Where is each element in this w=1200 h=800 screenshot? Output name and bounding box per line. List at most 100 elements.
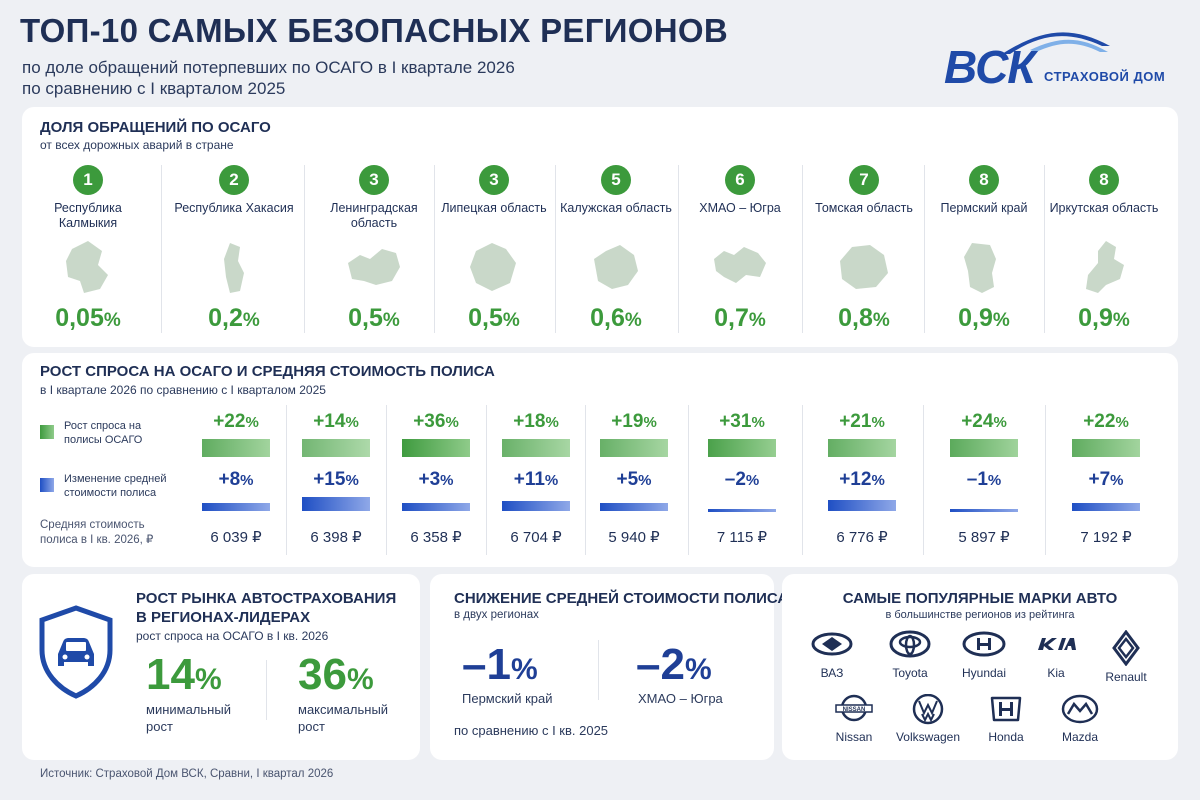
page-title: ТОП-10 САМЫХ БЕЗОПАСНЫХ РЕГИОНОВ bbox=[20, 12, 728, 49]
decrease-card bbox=[430, 574, 774, 760]
rank-badge: 3 bbox=[359, 165, 389, 195]
legend-demand-swatch bbox=[40, 425, 54, 439]
price-change-value: +3% bbox=[418, 469, 454, 490]
brand-logo-icon bbox=[990, 696, 1022, 722]
growth-divider bbox=[585, 405, 586, 555]
region-map-icon bbox=[964, 243, 996, 293]
rank-badge: 2 bbox=[219, 165, 249, 195]
demand-growth-value: +18% bbox=[513, 411, 559, 432]
region-item: 7 Томская область 0,8% bbox=[804, 165, 924, 335]
region-item: 8 Иркутская область 0,9% bbox=[1044, 165, 1164, 335]
region-share-value: 0,9% bbox=[1078, 304, 1130, 332]
price-change-value: +12% bbox=[839, 469, 885, 490]
brand-item: Renault bbox=[1088, 630, 1164, 684]
region-item: 3 Липецкая область 0,5% bbox=[434, 165, 554, 335]
region-map-icon bbox=[348, 249, 400, 285]
growth-card bbox=[22, 353, 1178, 567]
decrease-divider bbox=[598, 640, 599, 700]
growth-divider bbox=[923, 405, 924, 555]
region-map-icon bbox=[714, 247, 766, 283]
region-share-value: 0,9% bbox=[958, 304, 1010, 332]
avg-price-value: 5 897 ₽ bbox=[958, 529, 1010, 546]
growth-column: +36% +3% 6 358 ₽ bbox=[388, 405, 484, 555]
growth-column: +14% +15% 6 398 ₽ bbox=[288, 405, 384, 555]
brand-logo-icon bbox=[962, 631, 1006, 657]
growth-column: +18% +11% 6 704 ₽ bbox=[488, 405, 584, 555]
market-min-value: 14% bbox=[146, 650, 222, 699]
demand-growth-bar bbox=[1072, 439, 1140, 457]
market-max-label: максимальный рост bbox=[298, 702, 389, 734]
svg-text:NISSAN: NISSAN bbox=[843, 707, 866, 713]
price-change-value: +11% bbox=[513, 469, 559, 490]
region-share-value: 0,7% bbox=[714, 304, 766, 332]
demand-growth-value: +19% bbox=[611, 411, 657, 432]
rank-badge: 1 bbox=[73, 165, 103, 195]
shield-car-icon bbox=[39, 605, 113, 699]
brand-item: Volkswagen bbox=[890, 694, 966, 744]
region-divider bbox=[678, 165, 679, 333]
brand-name: Mazda bbox=[1061, 730, 1099, 744]
region-share-value: 0,8% bbox=[838, 304, 890, 332]
logo-text: ВСК bbox=[944, 41, 1036, 93]
region-item: 1 Республика Калмыкия 0,05% bbox=[28, 165, 148, 335]
growth-divider bbox=[286, 405, 287, 555]
brand-logo-icon bbox=[1061, 694, 1099, 724]
brand-name: Toyota bbox=[892, 666, 928, 680]
region-name: Ленинградская область bbox=[330, 201, 418, 230]
price-change-value: +7% bbox=[1088, 469, 1124, 490]
demand-growth-value: +31% bbox=[719, 411, 765, 432]
demand-growth-bar bbox=[402, 439, 470, 457]
region-map-icon bbox=[594, 245, 638, 289]
decrease-title: СНИЖЕНИЕ СРЕДНЕЙ СТОИМОСТИ ПОЛИСА bbox=[454, 590, 789, 607]
growth-column: +22% +8% 6 039 ₽ bbox=[188, 405, 284, 555]
region-item: 2 Республика Хакасия 0,2% bbox=[174, 165, 294, 335]
rank-badge: 6 bbox=[725, 165, 755, 195]
avg-price-value: 6 398 ₽ bbox=[310, 529, 362, 546]
brand-name: Kia bbox=[1047, 666, 1065, 680]
brand-item: Honda bbox=[968, 694, 1044, 744]
brand-logo-icon bbox=[811, 632, 853, 656]
brand-item: Mazda bbox=[1042, 694, 1118, 744]
growth-column: +24% –1% 5 897 ₽ bbox=[936, 405, 1032, 555]
demand-growth-bar bbox=[202, 439, 270, 457]
brand-name: Renault bbox=[1105, 670, 1147, 684]
market-title-2: В РЕГИОНАХ-ЛИДЕРАХ bbox=[136, 609, 311, 626]
growth-divider bbox=[688, 405, 689, 555]
region-item: 8 Пермский край 0,9% bbox=[924, 165, 1044, 335]
brand-name: Volkswagen bbox=[895, 730, 961, 744]
avg-price-value: 6 039 ₽ bbox=[210, 529, 262, 546]
decrease-value-1: –1% bbox=[462, 640, 538, 689]
price-change-value: –2% bbox=[724, 469, 760, 490]
price-change-value: +8% bbox=[218, 469, 254, 490]
growth-column: +31% –2% 7 115 ₽ bbox=[694, 405, 790, 555]
demand-growth-bar bbox=[950, 439, 1018, 457]
growth-subtitle: в I квартале 2026 по сравнению с I кварт… bbox=[40, 383, 326, 397]
region-divider bbox=[555, 165, 556, 333]
region-share-value: 0,5% bbox=[468, 304, 520, 332]
price-change-bar bbox=[950, 509, 1018, 512]
demand-growth-value: +21% bbox=[839, 411, 885, 432]
decrease-value-2: –2% bbox=[636, 640, 712, 689]
price-change-bar bbox=[828, 499, 896, 511]
growth-divider bbox=[1045, 405, 1046, 555]
demand-growth-bar bbox=[708, 439, 776, 457]
price-change-value: +5% bbox=[616, 469, 652, 490]
brands-title: САМЫЕ ПОПУЛЯРНЫЕ МАРКИ АВТО bbox=[842, 590, 1118, 607]
price-change-bar bbox=[302, 497, 370, 511]
page-subtitle-2: по сравнению с I кварталом 2025 bbox=[22, 79, 286, 98]
region-divider bbox=[802, 165, 803, 333]
brand-item: NISSAN Nissan bbox=[816, 694, 892, 744]
price-change-bar bbox=[502, 500, 570, 511]
rank-badge: 8 bbox=[969, 165, 999, 195]
rank-badge: 8 bbox=[1089, 165, 1119, 195]
region-share-value: 0,05% bbox=[55, 304, 121, 332]
region-name: Иркутская область bbox=[1049, 201, 1159, 215]
region-map-icon bbox=[66, 241, 108, 293]
brand-item: ВАЗ bbox=[794, 630, 870, 680]
region-divider bbox=[1044, 165, 1045, 333]
region-name: Пермский край bbox=[940, 201, 1028, 215]
brands-card bbox=[782, 574, 1178, 760]
growth-title: РОСТ СПРОСА НА ОСАГО И СРЕДНЯЯ СТОИМОСТЬ… bbox=[40, 363, 495, 380]
price-change-value: +15% bbox=[313, 469, 359, 490]
price-change-bar bbox=[600, 503, 668, 511]
